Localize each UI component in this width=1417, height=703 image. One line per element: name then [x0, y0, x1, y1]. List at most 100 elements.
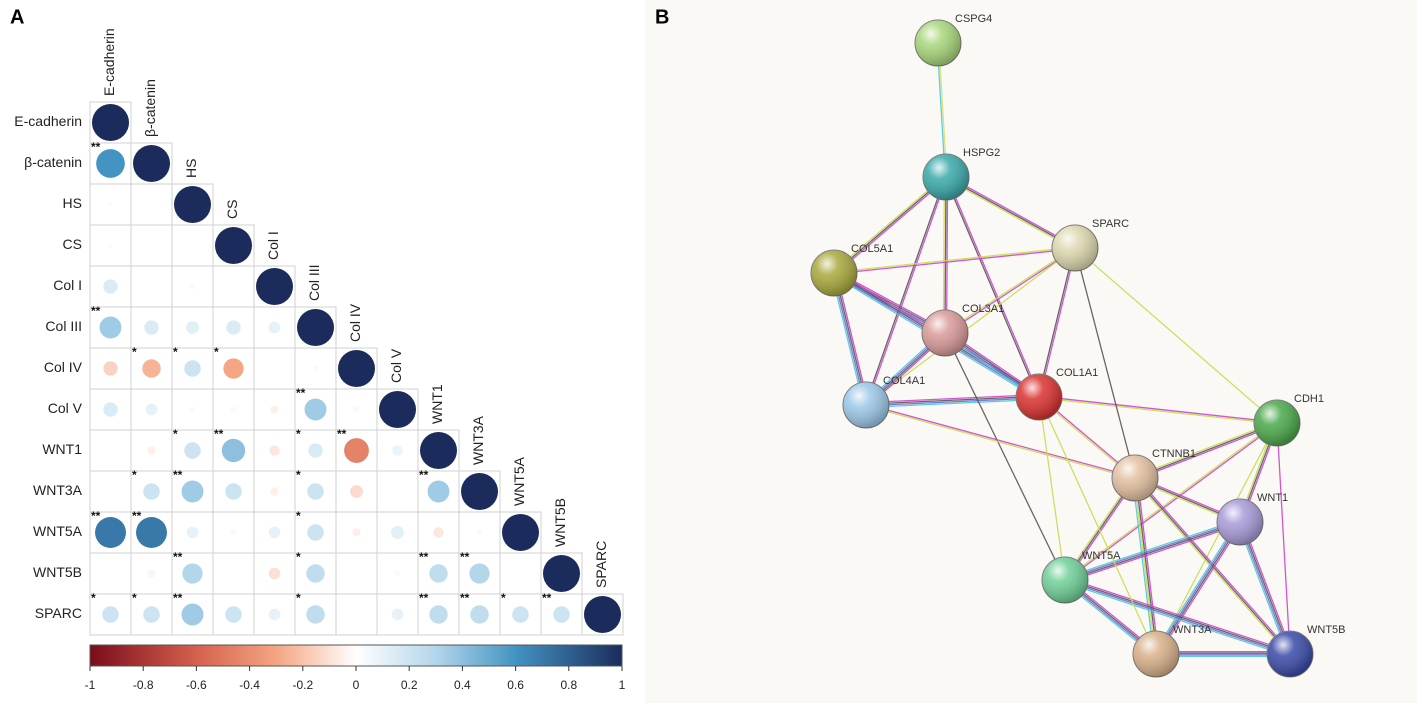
edge: [944, 332, 1066, 581]
correlation-circle: [145, 403, 158, 416]
colorbar-tick-label: 0.2: [401, 678, 418, 692]
node-highlight: [1052, 225, 1098, 271]
edge: [1065, 577, 1291, 653]
correlation-circle: [95, 517, 126, 548]
row-label: Col I: [53, 277, 82, 293]
cell: [335, 593, 378, 636]
colorbar-tick-label: -0.6: [186, 678, 207, 692]
edge: [834, 177, 948, 275]
edge: [1065, 523, 1241, 583]
node-label: HSPG2: [963, 147, 1000, 159]
node-label: COL3A1: [962, 303, 1004, 315]
edge: [1074, 247, 1136, 479]
edge: [1037, 247, 1075, 397]
edge: [1038, 397, 1277, 425]
significance: *: [173, 345, 178, 359]
significance: *: [296, 468, 301, 482]
edge: [1065, 522, 1241, 582]
correlation-circle: [226, 320, 241, 335]
correlation-circle: [304, 398, 327, 421]
node-label: WNT5B: [1307, 624, 1346, 636]
significance: **: [460, 591, 470, 605]
cell: [376, 470, 419, 513]
edge: [946, 176, 1041, 397]
colorbar-tick-label: 0.4: [454, 678, 471, 692]
node-highlight: [923, 154, 969, 200]
node-label: WNT5A: [1082, 550, 1121, 562]
row-label: HS: [63, 195, 82, 211]
node-label: CSPG4: [955, 13, 992, 25]
correlation-circle: [433, 527, 444, 538]
correlation-circle: [543, 555, 580, 592]
significance: **: [91, 304, 101, 318]
correlation-circle: [181, 480, 204, 503]
correlation-circle: [350, 485, 363, 498]
correlation-circle: [391, 526, 404, 539]
correlation-circle: [502, 514, 539, 551]
significance: *: [132, 591, 137, 605]
significance: **: [173, 468, 183, 482]
edge: [1157, 522, 1243, 656]
edge: [865, 393, 1039, 404]
edge: [1240, 521, 1292, 654]
colorbar-tick-label: -0.4: [239, 678, 260, 692]
panel-b-background: [645, 0, 1417, 703]
cell: [581, 593, 624, 636]
edge: [864, 176, 946, 405]
node-label: CTNNB1: [1152, 448, 1196, 460]
column-label: Col I: [265, 231, 281, 260]
significance: **: [296, 386, 306, 400]
edge: [866, 398, 1040, 409]
significance: **: [91, 509, 101, 523]
correlation-circle: [270, 487, 279, 496]
edge: [945, 248, 1076, 335]
row-label: Col V: [48, 400, 83, 416]
correlation-circle: [99, 316, 122, 339]
correlation-matrix: E-cadherin E-cadherin β-catenin β-catenin HS…: [14, 28, 625, 692]
cell: [130, 265, 173, 308]
significance: *: [214, 345, 219, 359]
column-label: HS: [183, 159, 199, 178]
correlation-circle: [221, 438, 246, 463]
correlation-circle: [306, 605, 325, 624]
edge: [865, 395, 1039, 405]
correlation-circle: [429, 564, 448, 583]
correlation-circle: [186, 321, 199, 334]
significance: **: [214, 427, 224, 441]
node-highlight: [915, 20, 961, 66]
row-label: β-catenin: [24, 154, 82, 170]
row-label: WNT5B: [33, 564, 82, 580]
correlation-circle: [92, 104, 129, 141]
significance: **: [419, 550, 429, 564]
correlation-circle: [147, 446, 156, 455]
node-label: SPARC: [1092, 218, 1129, 230]
node-highlight: [1267, 631, 1313, 677]
edge: [1064, 519, 1240, 579]
edge: [1064, 581, 1290, 657]
node-highlight: [1112, 455, 1158, 501]
correlation-circle: [306, 564, 325, 583]
correlation-circle: [470, 605, 489, 624]
edge: [832, 175, 946, 273]
correlation-circle: [225, 606, 242, 623]
row-label: SPARC: [35, 605, 82, 621]
correlation-circle: [96, 149, 125, 178]
column-label: WNT1: [429, 384, 445, 424]
edge: [866, 403, 1136, 478]
correlation-circle: [174, 186, 211, 223]
correlation-circle: [268, 321, 281, 334]
edge: [1238, 522, 1290, 655]
edge: [1135, 423, 1278, 481]
significance: *: [296, 550, 301, 564]
significance: *: [132, 468, 137, 482]
node-label: WNT1: [1257, 492, 1288, 504]
edge: [1064, 580, 1290, 656]
edge: [1039, 248, 1077, 398]
column-label: E-cadherin: [101, 28, 117, 96]
node-highlight: [1217, 499, 1263, 545]
correlation-circle: [307, 483, 324, 500]
cell: [335, 552, 378, 595]
correlation-circle: [270, 405, 279, 414]
correlation-circle: [182, 563, 203, 584]
